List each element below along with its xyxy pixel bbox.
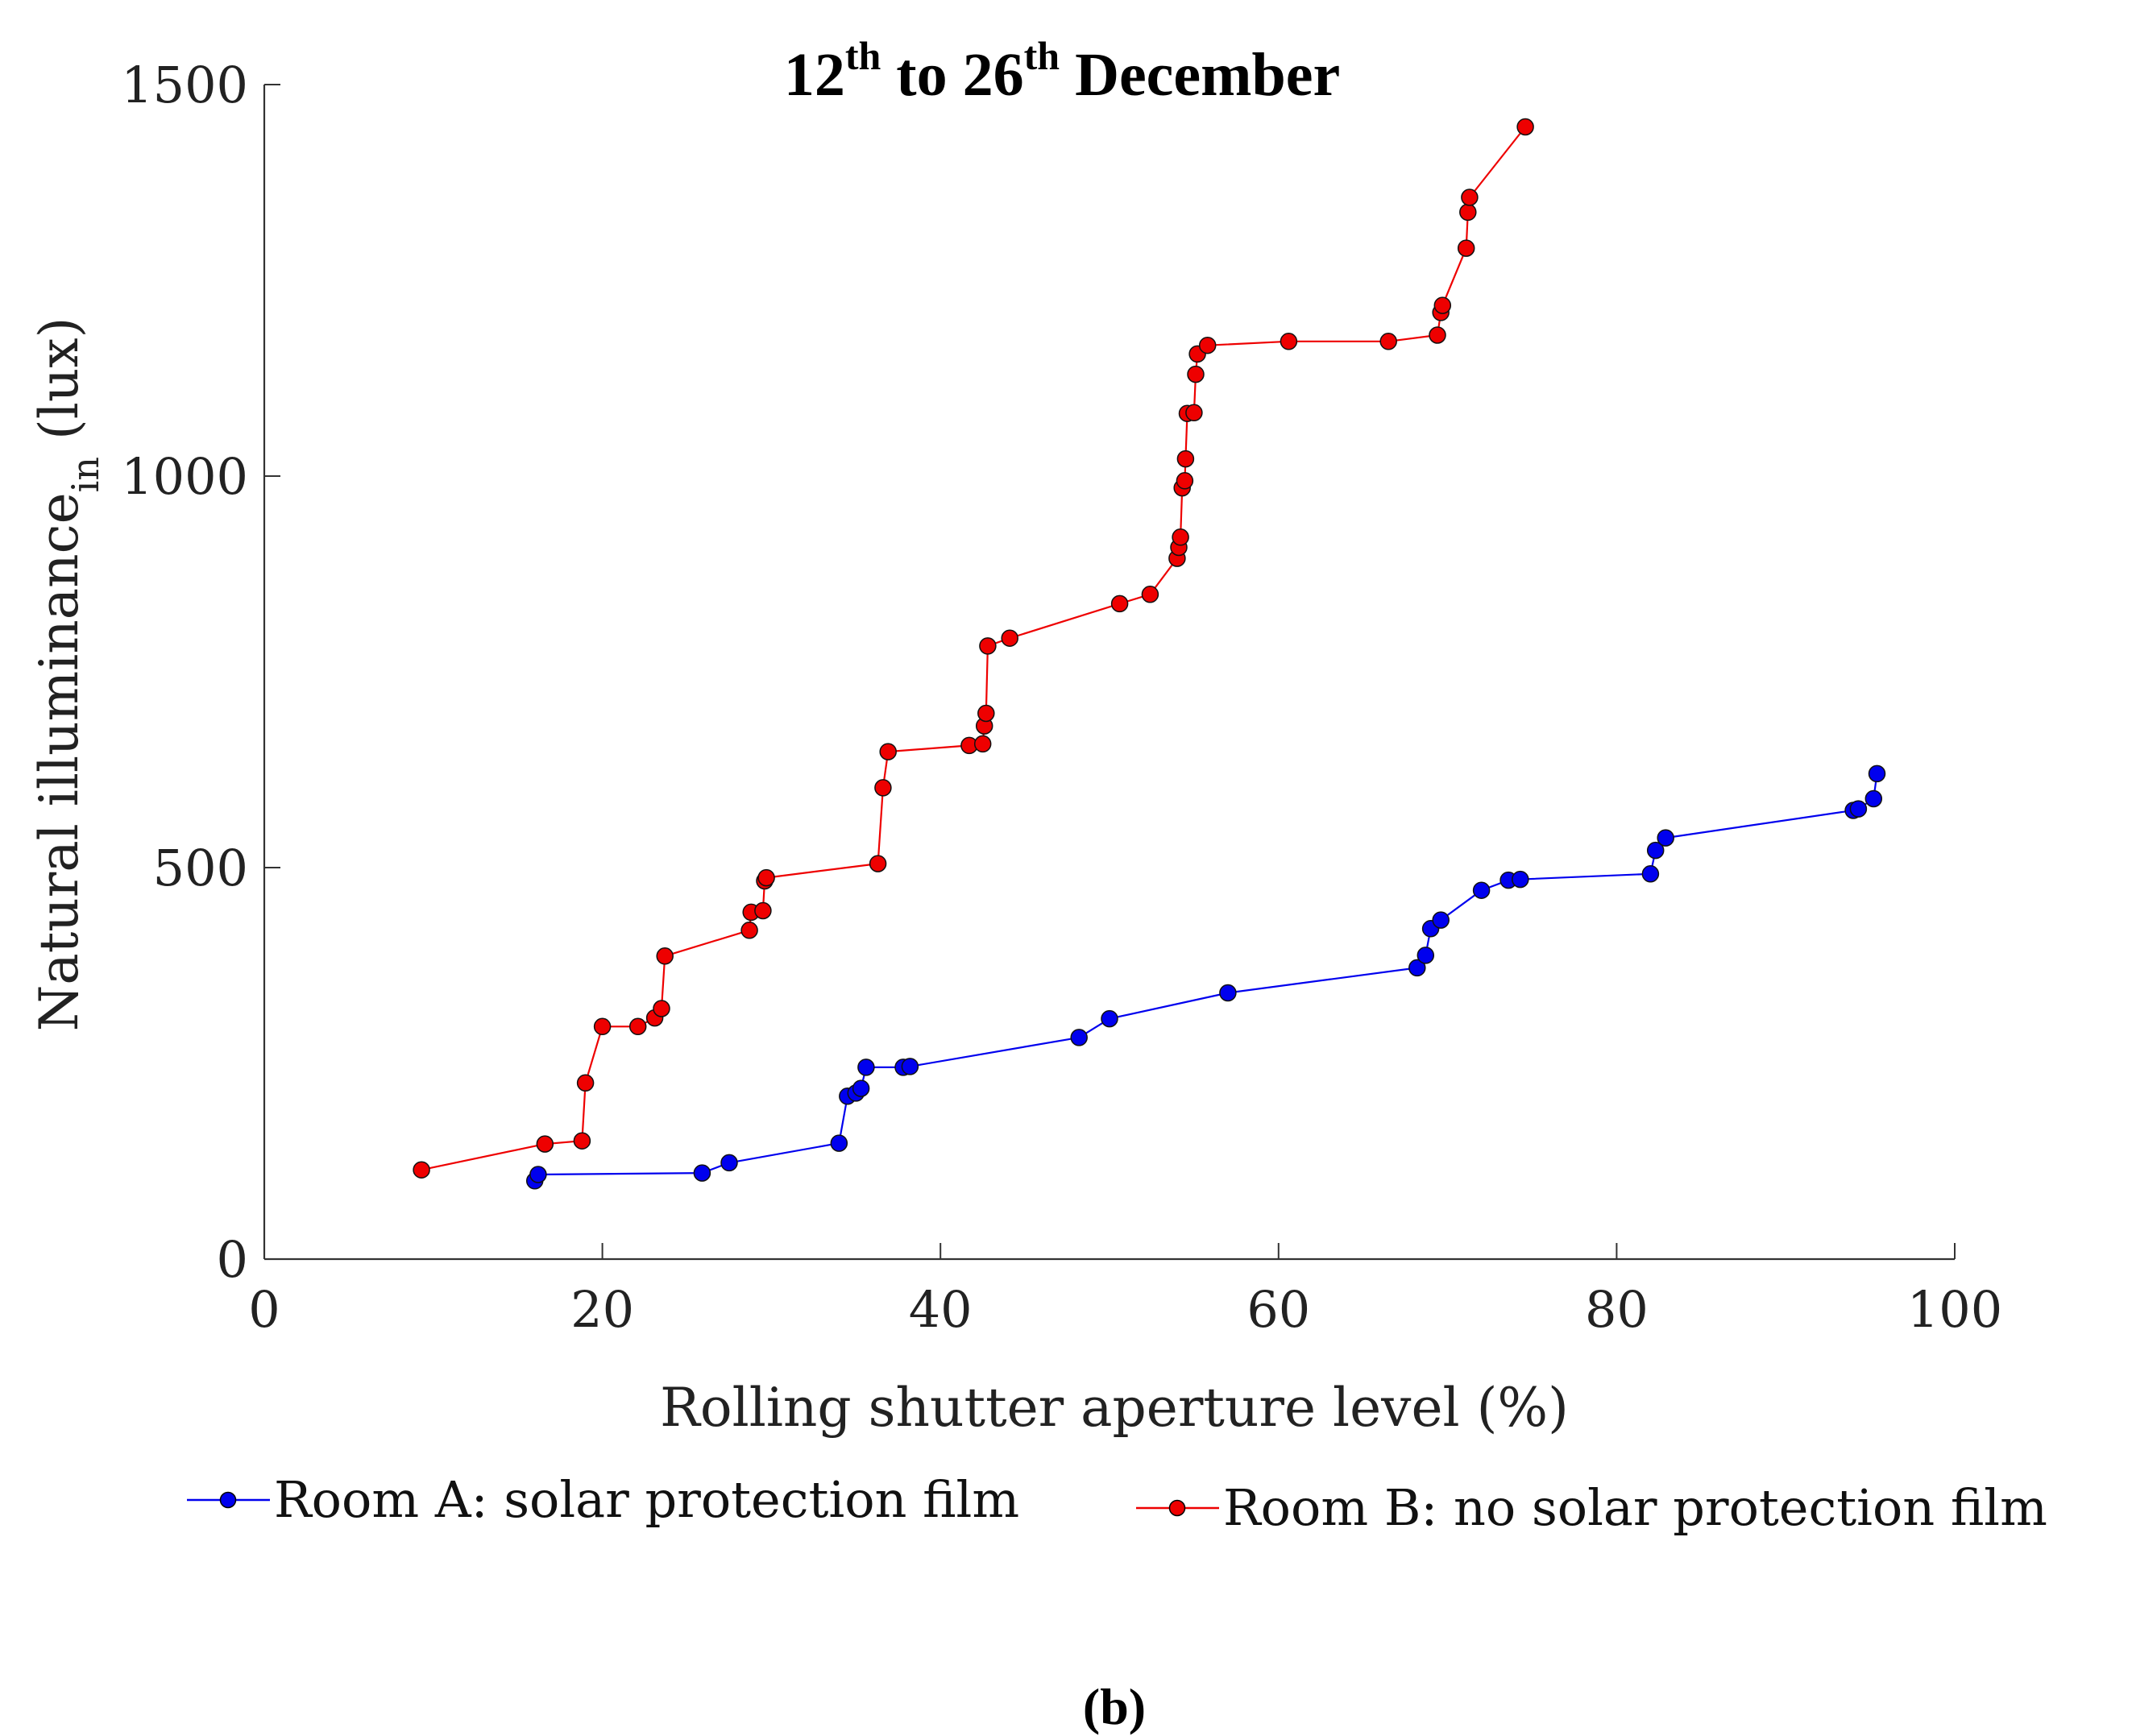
data-point [576, 1074, 595, 1092]
title-prefix: 12 [784, 41, 845, 109]
data-point [1101, 1009, 1118, 1028]
data-point [740, 922, 758, 939]
legend: Room A: solar protection film Room B: no… [187, 1470, 2047, 1537]
data-point [1185, 404, 1203, 422]
data-point [1001, 629, 1018, 647]
x-axis-label: Rolling shutter aperture level (%) [660, 1377, 1569, 1439]
x-tick-label: 20 [570, 1280, 634, 1339]
legend-marker-room-a [219, 1491, 237, 1509]
data-point [1849, 800, 1868, 818]
title-sup-2: th [1024, 33, 1060, 78]
y-tick-label: 500 [153, 839, 248, 897]
data-point [754, 901, 772, 920]
data-point [1472, 881, 1491, 899]
data-point [1457, 239, 1475, 257]
y-tick-label: 0 [217, 1230, 248, 1289]
figure-caption: (b) [1083, 1678, 1146, 1735]
data-point [1641, 865, 1660, 883]
series-layer [413, 118, 1886, 1190]
legend-entry-room-b: Room B: no solar protection film [1136, 1478, 2047, 1537]
data-point [1459, 203, 1477, 222]
series-room-a [525, 764, 1886, 1190]
y-axis-label-main: Natural illuminance [28, 492, 90, 1031]
data-point [874, 779, 892, 797]
y-tick-label: 1000 [121, 447, 248, 506]
series-line [533, 773, 1878, 1182]
x-tick-label: 40 [909, 1280, 973, 1339]
legend-label-room-a: Room A: solar protection film [274, 1470, 1019, 1529]
data-point [720, 1154, 738, 1172]
x-tick-label: 60 [1246, 1280, 1310, 1339]
data-point [852, 1079, 870, 1097]
data-point [1141, 586, 1159, 603]
data-point [1172, 528, 1189, 546]
chart-title: 12th to 26th December [784, 33, 1340, 109]
data-point [1379, 333, 1397, 350]
data-point [1187, 365, 1205, 383]
data-point [529, 1166, 547, 1183]
data-point [1657, 829, 1674, 847]
data-point [857, 1059, 875, 1076]
data-point [979, 637, 997, 655]
series-line [421, 126, 1526, 1171]
data-point [1408, 959, 1426, 977]
data-point [1176, 450, 1195, 468]
data-point [628, 1017, 647, 1036]
data-point [1864, 789, 1883, 808]
data-point [1868, 764, 1886, 783]
y-axis-label-sub: in [64, 457, 107, 492]
y-axis-label: Natural illuminancein (lux) [28, 317, 107, 1032]
y-tick-label: 1500 [121, 56, 248, 114]
data-point [1198, 336, 1217, 354]
axes [263, 85, 1955, 1261]
data-point [869, 855, 887, 872]
data-point [653, 1000, 670, 1017]
legend-marker-room-b [1168, 1499, 1186, 1517]
title-suffix: December [1060, 41, 1340, 109]
data-point [977, 704, 995, 723]
legend-label-room-b: Room B: no solar protection film [1223, 1478, 2047, 1537]
data-point [901, 1058, 919, 1075]
data-point [656, 947, 674, 965]
data-point [973, 735, 992, 753]
data-point [413, 1161, 430, 1179]
data-point [1176, 472, 1194, 490]
data-point [1416, 947, 1435, 964]
x-tick-label: 100 [1907, 1280, 2002, 1339]
data-point [1461, 189, 1479, 206]
title-sup-1: th [845, 33, 881, 78]
data-point [757, 868, 775, 887]
data-point [593, 1017, 612, 1036]
data-point [693, 1164, 711, 1182]
data-point [573, 1132, 591, 1150]
data-point [1070, 1029, 1088, 1046]
data-point [1516, 118, 1534, 136]
data-point [1433, 296, 1452, 314]
title-middle: to 26 [881, 41, 1023, 109]
y-ticks: 0 500 1000 1500 [121, 56, 280, 1289]
data-point [536, 1135, 554, 1153]
data-point [1110, 595, 1129, 613]
x-ticks: 0 20 40 60 80 100 [248, 1243, 2002, 1339]
x-tick-label: 0 [248, 1280, 280, 1339]
legend-entry-room-a: Room A: solar protection film [187, 1470, 1019, 1529]
data-point [1219, 984, 1237, 1002]
data-point [1280, 333, 1298, 350]
data-point [1646, 841, 1665, 860]
data-point [879, 743, 897, 760]
data-point [1512, 870, 1529, 889]
data-point [1429, 326, 1446, 344]
y-axis-label-unit: (lux) [28, 317, 90, 457]
data-point [1432, 911, 1450, 929]
x-tick-label: 80 [1585, 1280, 1649, 1339]
series-room-b [413, 118, 1534, 1179]
data-point [830, 1134, 848, 1152]
